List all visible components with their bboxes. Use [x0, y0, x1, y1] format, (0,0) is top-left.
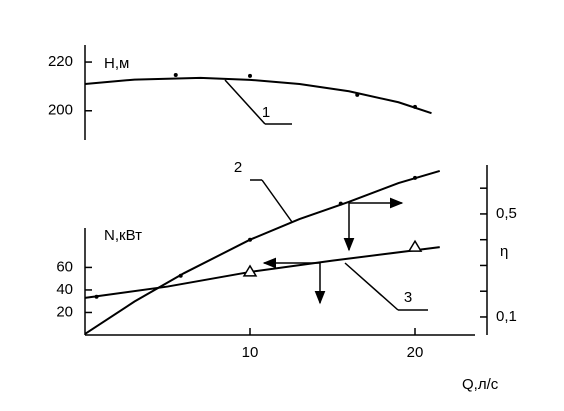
leader-line: [261, 179, 293, 223]
y2-tick-label: 0,1: [496, 308, 517, 325]
curve: [84, 76, 432, 115]
y-tick-label: 60: [56, 258, 73, 275]
curve-label: 3: [404, 289, 412, 306]
x-tick-label: 10: [242, 344, 259, 361]
triangle-marker: [407, 239, 423, 252]
y-tick-label: 200: [48, 102, 73, 119]
dot-marker: [248, 237, 252, 242]
curve-label: 2: [234, 159, 242, 176]
y2-tick-label: 0,5: [496, 205, 517, 222]
y-axis-label: Н,м: [104, 55, 129, 72]
curve-label: 1: [262, 104, 270, 121]
dot-marker: [355, 92, 360, 97]
leader-line: [224, 79, 266, 125]
dot-marker: [413, 104, 417, 109]
x-tick-label: 20: [407, 344, 424, 361]
y-tick-label: 220: [48, 53, 73, 70]
y2-axis-label: η: [500, 243, 508, 260]
dot-marker: [94, 294, 99, 299]
dot-marker: [413, 175, 417, 180]
x-axis-label: Q,л/с: [462, 376, 499, 393]
y-tick-label: 20: [56, 303, 73, 320]
dot-marker: [173, 72, 178, 77]
dot-marker: [338, 201, 343, 206]
y-tick-label: 40: [56, 281, 73, 298]
leader-line: [344, 262, 399, 311]
triangle-marker: [242, 264, 258, 277]
y-axis-label: N,кВт: [104, 227, 142, 244]
dot-marker: [178, 273, 183, 278]
dot-marker: [248, 73, 252, 78]
curve: [84, 169, 441, 335]
curve: [84, 246, 440, 299]
